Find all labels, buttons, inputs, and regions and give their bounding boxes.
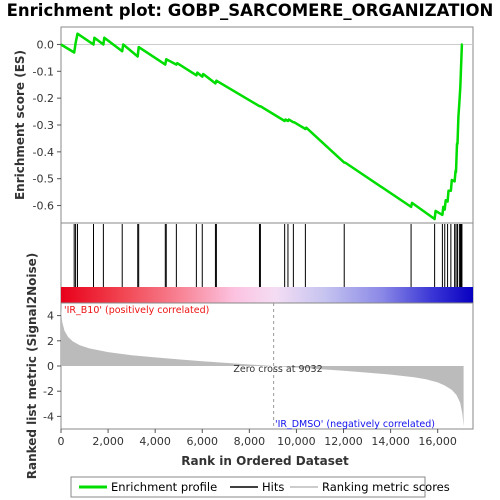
ranking-color-bar: [61, 287, 473, 303]
positive-label: 'IR_B10' (positively correlated): [64, 305, 209, 316]
hits-group: [73, 224, 463, 287]
es-series-group: [60, 32, 464, 221]
es-y-tick-label: -0.4: [33, 146, 54, 159]
es-y-axis: 0.0 -0.1 -0.2 -0.3 -0.4 -0.5 -0.6: [33, 38, 61, 213]
x-tick-label: 14,000: [371, 435, 410, 448]
es-y-tick-label: 0.0: [37, 38, 55, 51]
metric-y-tick-label: 0: [47, 360, 54, 373]
es-panel-frame: [60, 26, 474, 224]
es-y-tick-label: -0.3: [33, 119, 54, 132]
legend-label-profile: Enrichment profile: [111, 480, 217, 494]
x-tick-label: 8,000: [234, 435, 266, 448]
es-y-axis-title: Enrichment score (ES): [13, 50, 27, 200]
x-tick-label: 2,000: [92, 435, 124, 448]
negative-label: 'IR_DMSO' (negatively correlated): [275, 419, 435, 430]
enrichment-profile-line: [60, 32, 464, 221]
legend-label-metric: Ranking metric scores: [322, 480, 450, 494]
es-y-tick-label: -0.5: [33, 173, 54, 186]
x-axis-title: Rank in Ordered Dataset: [181, 454, 349, 468]
metric-y-axis: 4 2 0 -2 -4: [43, 310, 61, 423]
es-y-tick-label: -0.2: [33, 92, 54, 105]
ranking-metric-area: [61, 308, 464, 427]
metric-y-tick-label: -4: [43, 410, 54, 423]
x-tick-label: 10,000: [277, 435, 316, 448]
es-y-tick-label: -0.6: [33, 200, 54, 213]
metric-y-tick-label: 4: [47, 310, 54, 323]
es-y-tick-label: -0.1: [33, 65, 54, 78]
metric-y-tick-label: 2: [47, 335, 54, 348]
x-tick-label: 6,000: [187, 435, 219, 448]
x-tick-label: 12,000: [324, 435, 363, 448]
x-tick-label: 16,000: [418, 435, 457, 448]
x-axis: 0 2,000 4,000 6,000 8,000 10,000 12,000 14,000 1…: [58, 429, 457, 448]
legend-label-hits: Hits: [262, 480, 284, 494]
metric-group: [61, 303, 464, 429]
x-tick-label: 4,000: [139, 435, 171, 448]
zero-cross-label: Zero cross at 9032: [233, 364, 322, 375]
metric-y-tick-label: -2: [43, 385, 54, 398]
metric-y-axis-title: Ranked list metric (Signal2Noise): [25, 253, 39, 480]
chart-title: Enrichment plot: GOBP_SARCOMERE_ORGANIZA…: [7, 1, 494, 20]
x-tick-label: 0: [58, 435, 65, 448]
